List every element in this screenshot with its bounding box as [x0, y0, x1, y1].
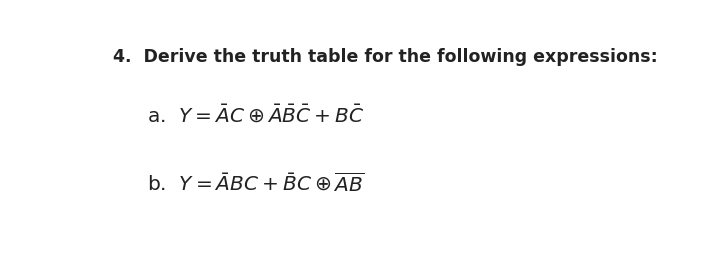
Text: 4.  Derive the truth table for the following expressions:: 4. Derive the truth table for the follow…: [113, 48, 658, 66]
Text: a.  $Y = \bar{A}C \oplus \bar{A}\bar{B}\bar{C} + B\bar{C}$: a. $Y = \bar{A}C \oplus \bar{A}\bar{B}\b…: [147, 104, 364, 125]
Text: b.  $Y = \bar{A}BC + \bar{B}C \oplus \overline{AB}$: b. $Y = \bar{A}BC + \bar{B}C \oplus \ove…: [147, 172, 365, 194]
